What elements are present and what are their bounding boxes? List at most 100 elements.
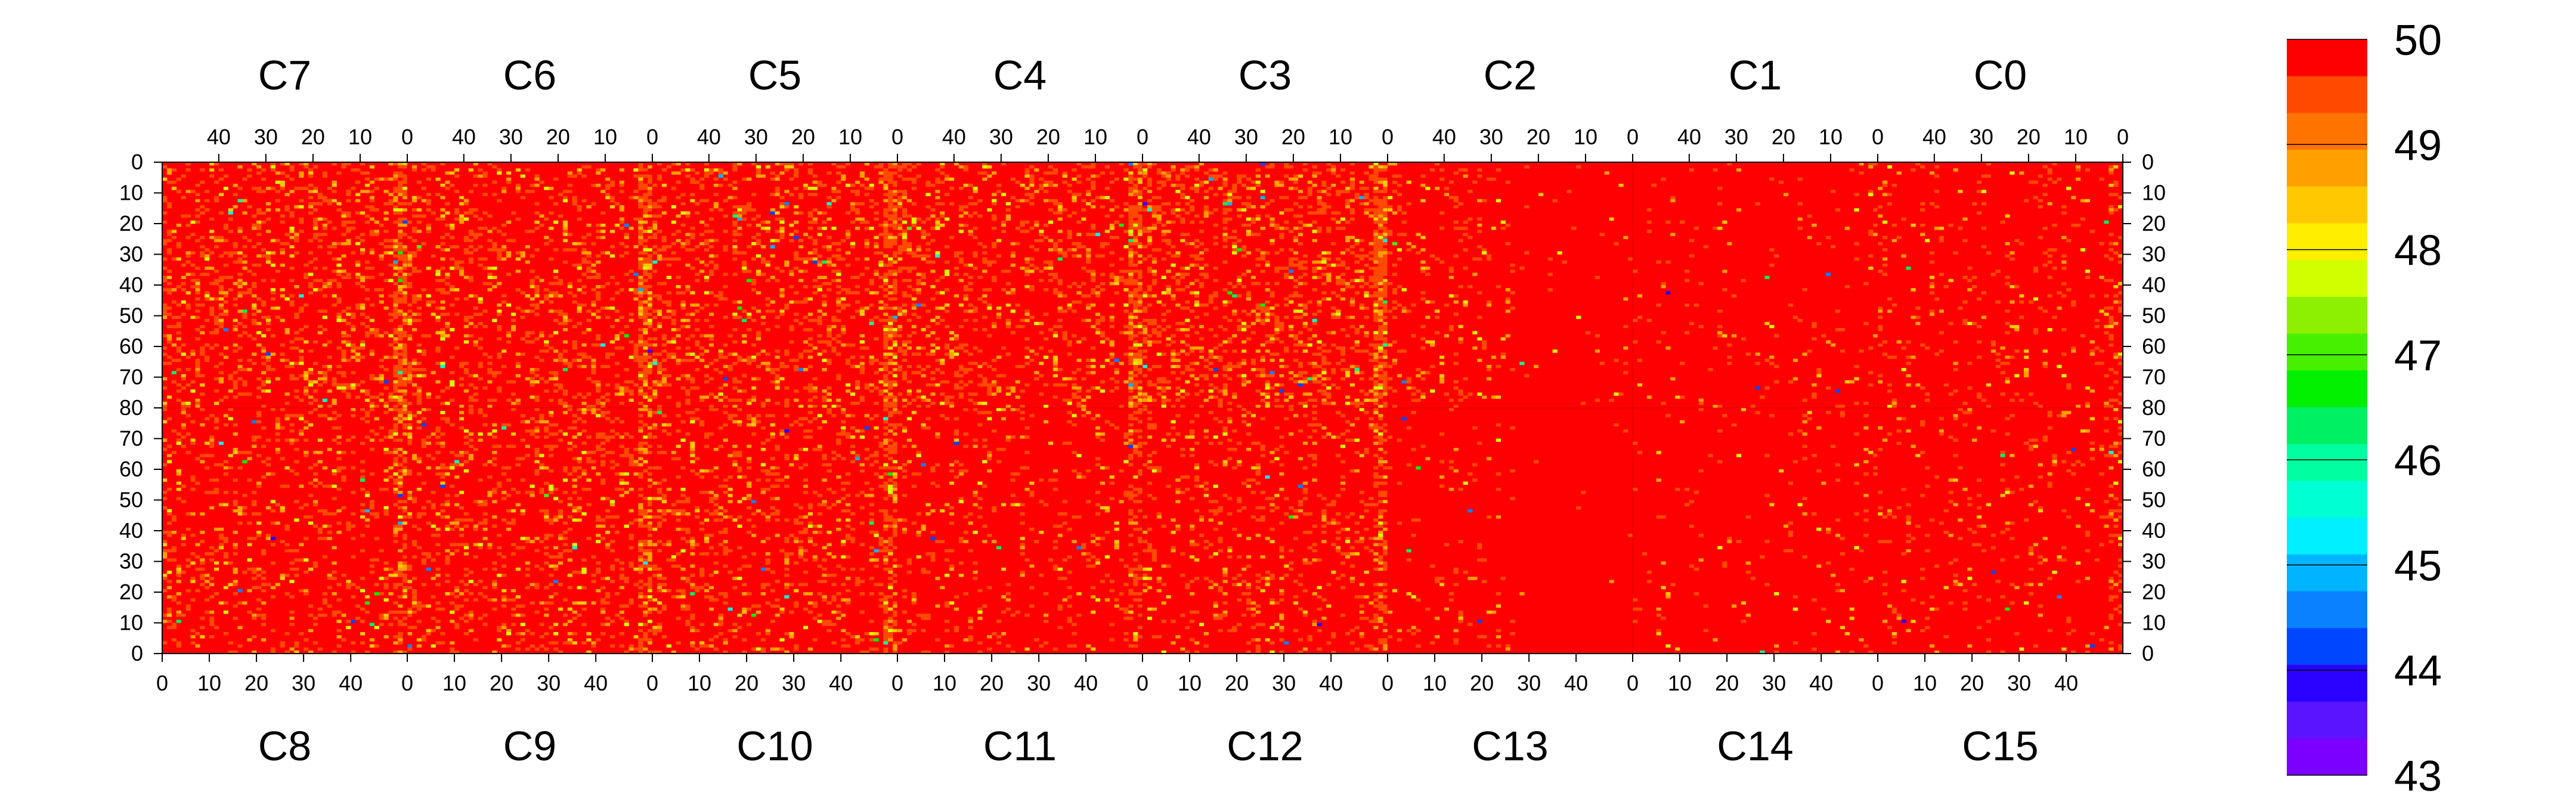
heatmap-cell (958, 205, 964, 209)
heatmap-cell (760, 260, 766, 264)
heatmap-cell (713, 202, 719, 206)
heatmap-cell (1057, 211, 1063, 215)
heatmap-cell (850, 208, 856, 212)
heatmap-cell (1133, 386, 1138, 390)
heatmap-cell (812, 285, 818, 289)
heatmap-cell (1194, 254, 1200, 258)
heatmap-cell (1151, 205, 1157, 209)
heatmap-cell (544, 380, 549, 384)
heatmap-cell (666, 340, 671, 344)
heatmap-cell (1133, 251, 1138, 255)
heatmap-cell (737, 214, 742, 218)
heatmap-cell (393, 346, 398, 350)
heatmap-cell (1005, 386, 1011, 390)
heatmap-cell (1265, 349, 1270, 353)
heatmap-cell (416, 208, 422, 212)
heatmap-cell (223, 227, 228, 230)
heatmap-cell (1284, 196, 1289, 200)
heatmap-cell (567, 281, 572, 286)
heatmap-cell (416, 230, 422, 233)
heatmap-cell (1029, 165, 1035, 169)
heatmap-cell (1222, 288, 1228, 292)
heatmap-cell (953, 254, 959, 258)
heatmap-cell (1095, 254, 1101, 258)
heatmap-cell (1213, 374, 1218, 377)
heatmap-cell (685, 242, 691, 246)
heatmap-cell (473, 214, 478, 218)
heatmap-cell (346, 199, 351, 203)
heatmap-cell (704, 230, 710, 233)
heatmap-cell (393, 349, 398, 353)
heatmap-cell (1237, 174, 1242, 178)
heatmap-cell (695, 309, 700, 313)
heatmap-cell (346, 386, 351, 390)
heatmap-cell (638, 288, 643, 292)
heatmap-cell (1161, 230, 1166, 233)
heatmap-cell (402, 398, 408, 402)
heatmap-cell (190, 190, 196, 193)
heatmap-cell (779, 233, 785, 236)
heatmap-cell (1100, 196, 1106, 200)
heatmap-cell (1265, 312, 1270, 316)
heatmap-cell (1010, 331, 1015, 335)
heatmap-cell (963, 349, 968, 353)
heatmap-cell (1052, 368, 1058, 372)
heatmap-cell (893, 273, 898, 276)
heatmap-cell (213, 239, 219, 243)
heatmap-cell (718, 371, 723, 374)
heatmap-cell (1302, 224, 1308, 227)
heatmap-cell (643, 291, 648, 295)
heatmap-cell (878, 263, 884, 267)
heatmap-cell (1312, 239, 1317, 243)
heatmap-cell (200, 251, 205, 255)
heatmap-cell (1166, 242, 1171, 246)
heatmap-cell (883, 273, 888, 276)
heatmap-cell (680, 307, 686, 310)
heatmap-cell (1222, 211, 1228, 215)
heatmap-cell (1246, 187, 1252, 190)
heatmap-cell (558, 312, 564, 316)
heatmap-cell (252, 224, 257, 227)
heatmap-cell (676, 346, 681, 350)
heatmap-cell (332, 401, 337, 405)
heatmap-cell (577, 168, 582, 172)
heatmap-cell (987, 334, 992, 338)
heatmap-cell (666, 291, 671, 295)
heatmap-cell (398, 368, 403, 372)
heatmap-cell (1265, 374, 1270, 377)
heatmap-cell (779, 291, 785, 295)
heatmap-cell (1081, 318, 1086, 323)
heatmap-cell (398, 291, 403, 295)
heatmap-cell (756, 254, 761, 258)
heatmap-cell (176, 224, 181, 227)
heatmap-cell (332, 184, 337, 187)
heatmap-cell (454, 312, 460, 316)
heatmap-cell (1138, 380, 1143, 384)
heatmap-cell (1227, 337, 1233, 340)
heatmap-cell (1289, 395, 1294, 399)
heatmap-cell (699, 334, 705, 338)
heatmap-cell (275, 377, 280, 380)
heatmap-cell (732, 248, 738, 252)
heatmap-cell (1109, 180, 1114, 184)
heatmap-cell (661, 257, 667, 261)
heatmap-cell (402, 389, 408, 393)
heatmap-cell (426, 334, 431, 338)
heatmap-cell (888, 334, 893, 338)
heatmap-cell (544, 349, 549, 353)
heatmap-cell (680, 211, 686, 215)
heatmap-cell (233, 386, 238, 390)
heatmap-cell (223, 275, 228, 279)
heatmap-cell (916, 281, 921, 286)
heatmap-cell (1147, 177, 1153, 181)
heatmap-cell (1052, 374, 1058, 377)
heatmap-cell (945, 343, 950, 347)
heatmap-cell (369, 190, 374, 193)
heatmap-cell (1147, 340, 1153, 344)
heatmap-cell (299, 398, 304, 402)
heatmap-cell (1227, 281, 1233, 286)
heatmap-cell (393, 199, 398, 203)
heatmap-cell (1246, 251, 1252, 255)
heatmap-cell (346, 220, 351, 224)
heatmap-cell (1265, 404, 1270, 408)
